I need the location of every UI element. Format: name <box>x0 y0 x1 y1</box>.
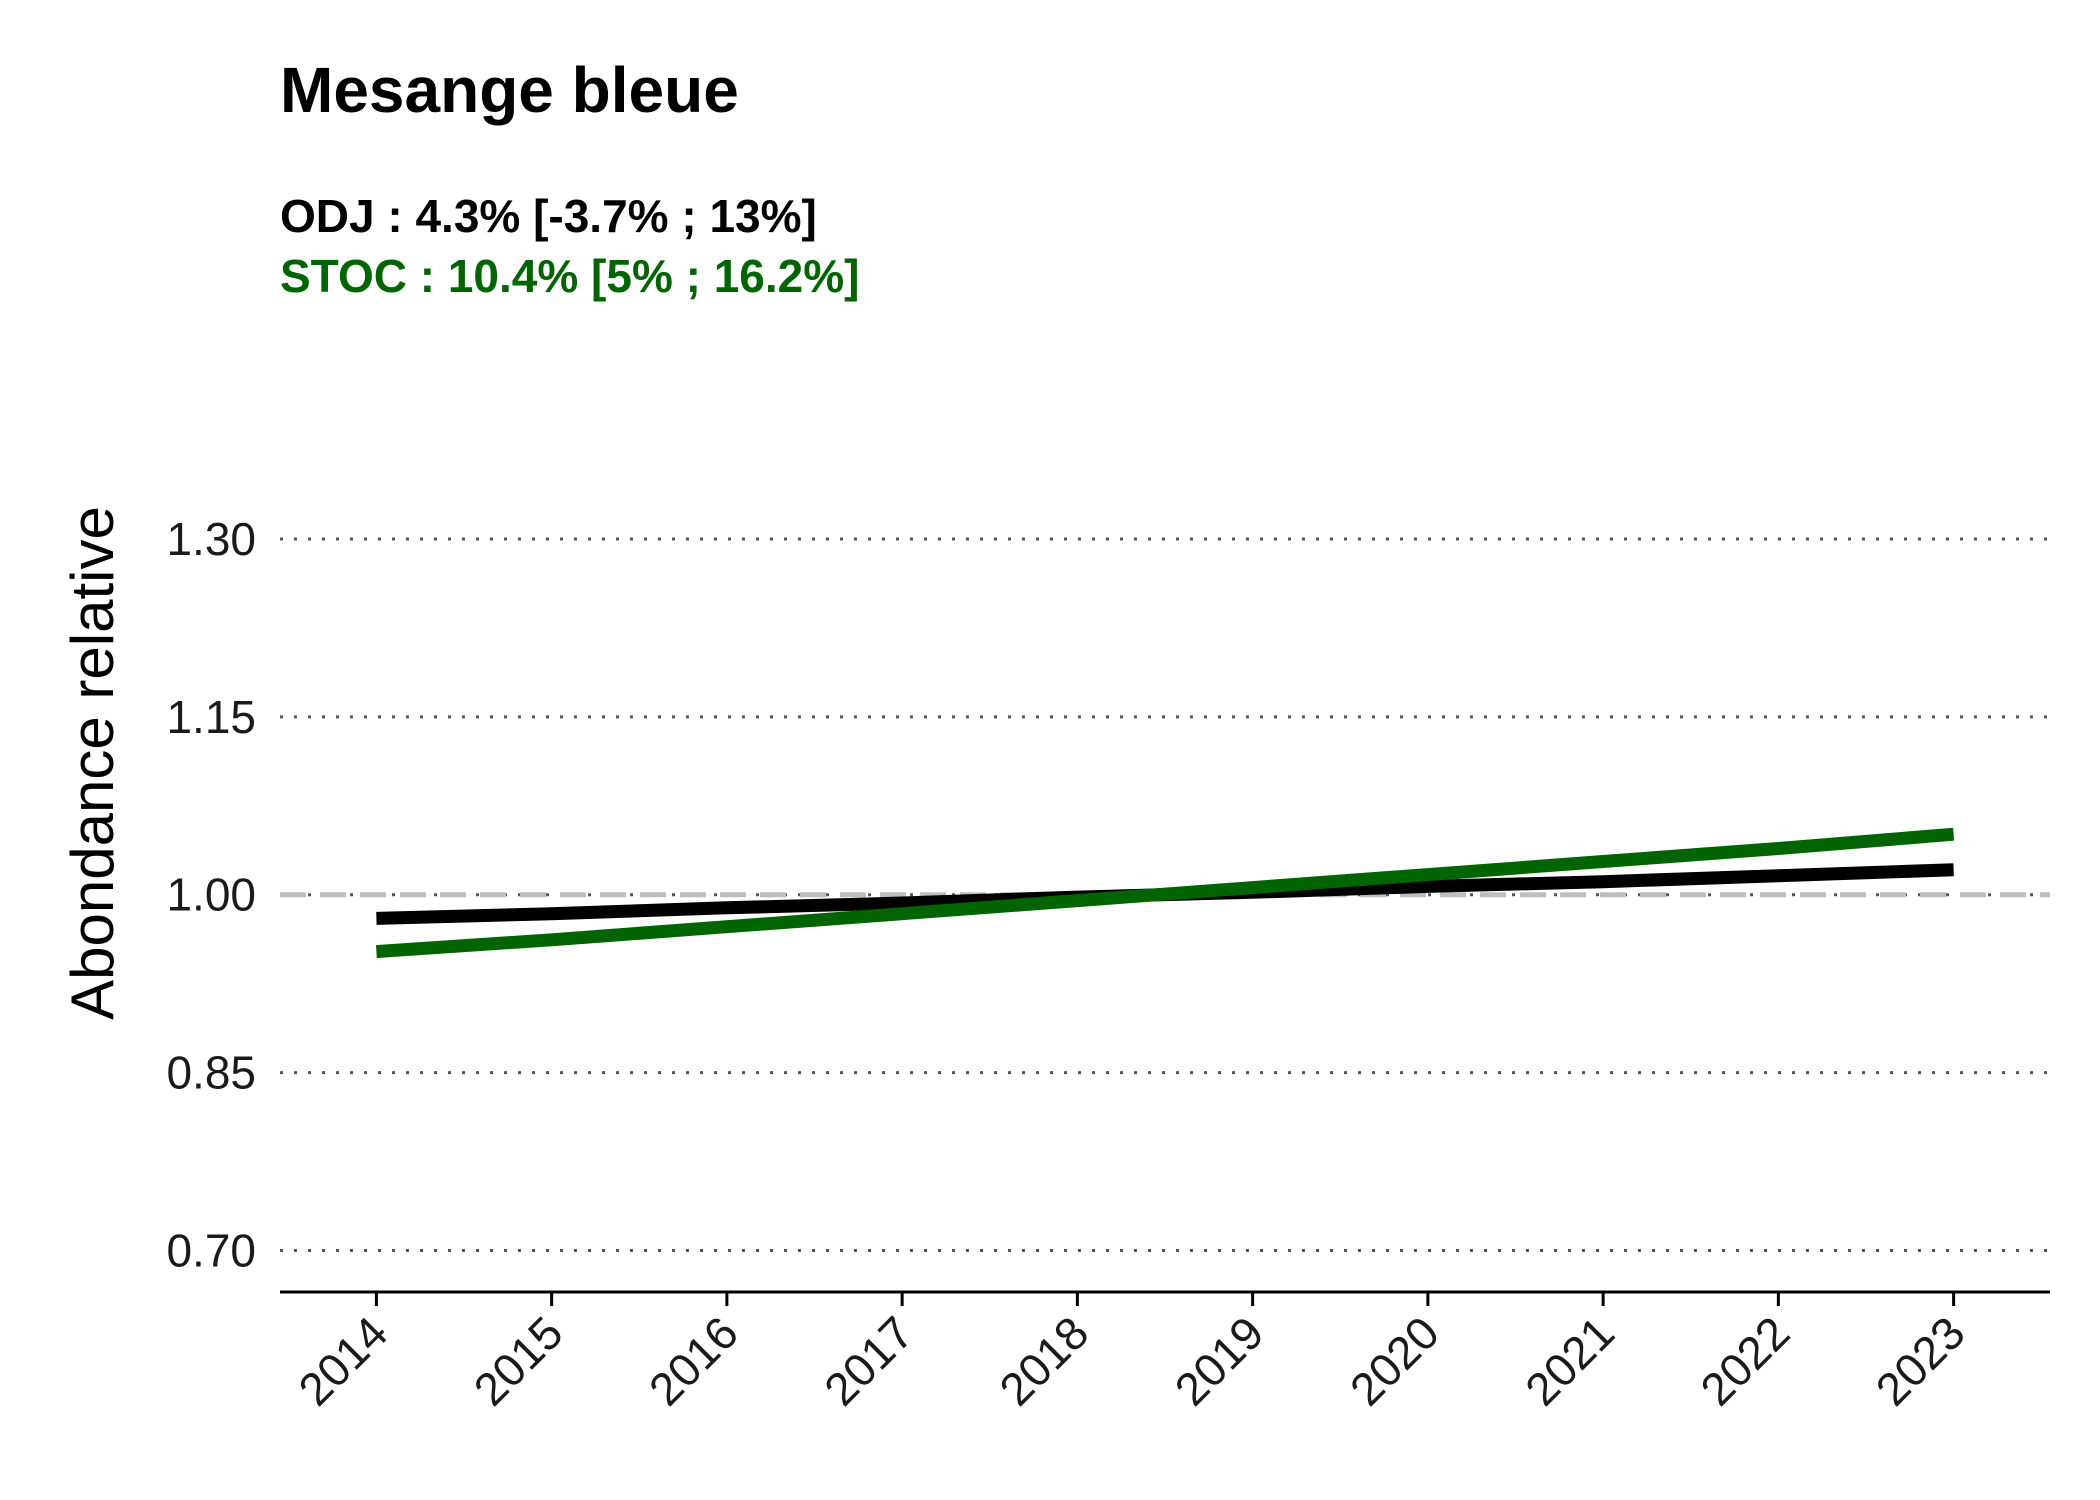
y-axis-ticks: 0.70 0.85 1.00 1.15 1.30 <box>166 513 256 1277</box>
chart-title: Mesange bleue <box>280 54 739 126</box>
y-tick-label: 1.00 <box>166 869 256 921</box>
x-tick-label: 2018 <box>989 1306 1098 1415</box>
subtitle-odj: ODJ : 4.3% [-3.7% ; 13%] <box>280 190 817 242</box>
x-axis: 2014 2015 2016 2017 2018 2019 2020 2021 2022 2023 <box>280 1290 2050 1415</box>
series-lines <box>375 827 1955 959</box>
x-tick-label: 2019 <box>1165 1306 1274 1415</box>
x-tick-label: 2017 <box>814 1306 923 1415</box>
y-tick-label: 0.70 <box>166 1224 256 1276</box>
y-tick-label: 1.30 <box>166 513 256 565</box>
series-line-stoc <box>375 827 1955 959</box>
x-tick-label: 2014 <box>288 1306 397 1415</box>
x-tick-label: 2016 <box>639 1306 748 1415</box>
y-tick-label: 0.85 <box>166 1047 256 1099</box>
x-tick-label: 2015 <box>464 1306 573 1415</box>
y-tick-label: 1.15 <box>166 691 256 743</box>
y-axis-label: Abondance relative <box>59 506 126 1020</box>
x-tick-label: 2021 <box>1515 1306 1624 1415</box>
subtitle-stoc: STOC : 10.4% [5% ; 16.2%] <box>280 250 859 302</box>
x-tick-label: 2023 <box>1866 1306 1975 1415</box>
x-tick-label: 2022 <box>1690 1306 1799 1415</box>
x-tick-label: 2020 <box>1340 1306 1449 1415</box>
